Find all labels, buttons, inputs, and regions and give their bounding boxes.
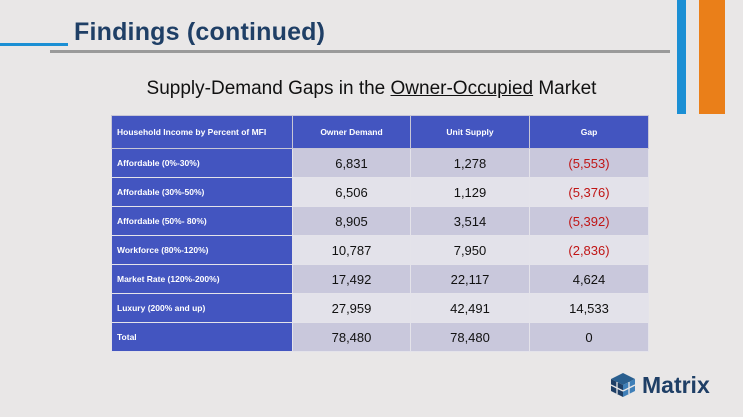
unit-supply-cell: 3,514 [410, 206, 530, 236]
matrix-logo: Matrix [610, 368, 710, 402]
gap-cell: (2,836) [529, 235, 649, 265]
table-row-total: Total 78,480 78,480 0 [111, 322, 649, 352]
unit-supply-cell: 78,480 [410, 322, 530, 352]
caption-pre: Supply-Demand Gaps in the [146, 78, 391, 99]
table-header-row: Household Income by Percent of MFI Owner… [111, 115, 649, 149]
table-row: Affordable (50%- 80%) 8,905 3,514 (5,392… [111, 206, 649, 236]
logo-text: Matrix [642, 371, 710, 398]
row-label: Workforce (80%-120%) [111, 235, 293, 265]
owner-demand-cell: 8,905 [292, 206, 411, 236]
table-row: Affordable (30%-50%) 6,506 1,129 (5,376) [111, 177, 649, 207]
row-label: Affordable (30%-50%) [111, 177, 293, 207]
header-supply: Unit Supply [410, 115, 530, 149]
unit-supply-cell: 22,117 [410, 264, 530, 294]
caption-underlined: Owner-Occupied [390, 78, 534, 99]
owner-demand-cell: 6,506 [292, 177, 411, 207]
table-caption: Supply-Demand Gaps in the Owner-Occupied… [0, 78, 743, 100]
gaps-table: Household Income by Percent of MFI Owner… [111, 115, 649, 352]
caption-post: Market [533, 78, 597, 99]
gap-cell: (5,553) [529, 148, 649, 178]
gap-cell: 4,624 [529, 264, 649, 294]
header-demand: Owner Demand [292, 115, 411, 149]
gap-cell: (5,392) [529, 206, 649, 236]
row-label: Total [111, 322, 293, 352]
owner-demand-cell: 27,959 [292, 293, 411, 323]
header-accent-line [0, 43, 68, 46]
table-row: Workforce (80%-120%) 10,787 7,950 (2,836… [111, 235, 649, 265]
row-label: Luxury (200% and up) [111, 293, 293, 323]
decor-bar-blue [677, 0, 686, 114]
header-rule-line [50, 50, 670, 53]
gap-cell: 14,533 [529, 293, 649, 323]
owner-demand-cell: 6,831 [292, 148, 411, 178]
table-row: Affordable (0%-30%) 6,831 1,278 (5,553) [111, 148, 649, 178]
unit-supply-cell: 42,491 [410, 293, 530, 323]
table-row: Market Rate (120%-200%) 17,492 22,117 4,… [111, 264, 649, 294]
header-income: Household Income by Percent of MFI [111, 115, 293, 149]
table-row: Luxury (200% and up) 27,959 42,491 14,53… [111, 293, 649, 323]
unit-supply-cell: 1,278 [410, 148, 530, 178]
decor-bar-orange [699, 0, 725, 114]
row-label: Affordable (50%- 80%) [111, 206, 293, 236]
gap-cell: (5,376) [529, 177, 649, 207]
slide-title: Findings (continued) [74, 18, 326, 46]
unit-supply-cell: 1,129 [410, 177, 530, 207]
unit-supply-cell: 7,950 [410, 235, 530, 265]
row-label: Affordable (0%-30%) [111, 148, 293, 178]
row-label: Market Rate (120%-200%) [111, 264, 293, 294]
header-gap: Gap [529, 115, 649, 149]
gap-cell: 0 [529, 322, 649, 352]
cube-icon [610, 373, 636, 397]
owner-demand-cell: 78,480 [292, 322, 411, 352]
owner-demand-cell: 17,492 [292, 264, 411, 294]
owner-demand-cell: 10,787 [292, 235, 411, 265]
